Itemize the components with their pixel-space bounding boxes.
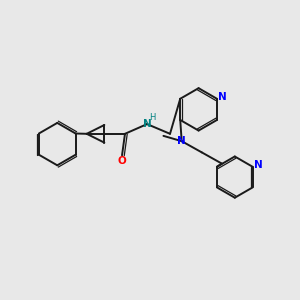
Text: N: N <box>143 119 152 129</box>
Text: N: N <box>177 136 186 146</box>
Text: N: N <box>254 160 263 170</box>
Text: H: H <box>149 113 155 122</box>
Text: N: N <box>218 92 227 102</box>
Text: O: O <box>117 156 126 166</box>
